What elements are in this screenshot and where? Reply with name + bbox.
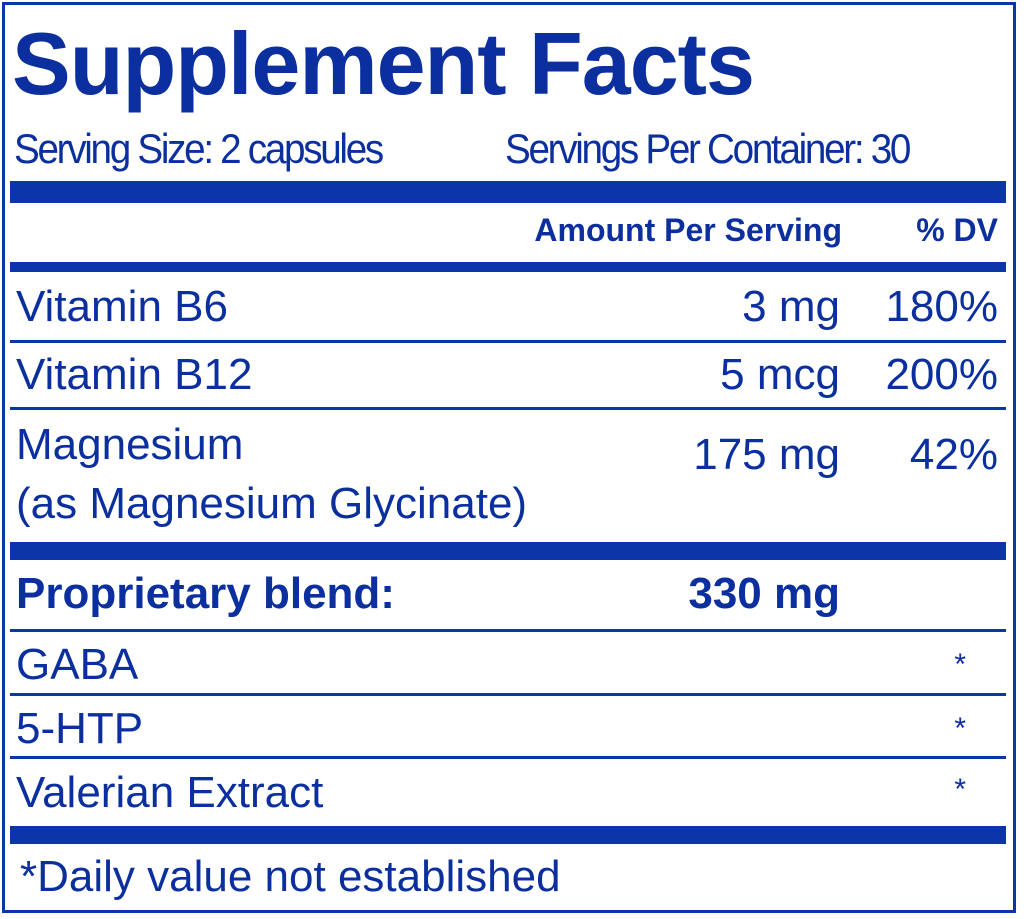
nutrient-dv: 200%: [885, 350, 998, 399]
blend-amount: 330 mg: [688, 569, 840, 618]
blend-item-dv: *: [954, 773, 966, 806]
amount-header: Amount Per Serving: [534, 212, 842, 248]
nutrient-name: Magnesium: [16, 420, 244, 469]
nutrient-source: (as Magnesium Glycinate): [16, 479, 528, 528]
nutrient-dv: 180%: [885, 282, 998, 331]
blend-item-dv: *: [954, 648, 966, 681]
nutrient-name: Vitamin B12: [16, 350, 253, 399]
dv-header: % DV: [916, 212, 998, 248]
thick-divider: [10, 542, 1006, 560]
thin-divider: [10, 407, 1006, 410]
thick-divider: [10, 826, 1006, 844]
thin-divider: [10, 756, 1006, 759]
footnote: *Daily value not established: [20, 852, 561, 901]
thin-divider: [10, 340, 1006, 343]
nutrient-amount: 175 mg: [693, 430, 840, 479]
nutrient-amount: 5 mcg: [720, 350, 840, 399]
blend-item-name: GABA: [16, 640, 139, 689]
serving-size: Serving Size: 2 capsules: [14, 125, 384, 172]
nutrient-dv: 42%: [909, 430, 998, 479]
blend-item-name: 5-HTP: [16, 704, 144, 753]
servings-per-container: Servings Per Container: 30: [505, 125, 911, 172]
medium-divider: [10, 262, 1006, 272]
blend-item-name: Valerian Extract: [16, 768, 324, 817]
thin-divider: [10, 693, 1006, 696]
thick-divider: [10, 181, 1006, 203]
label-title: Supplement Facts: [12, 14, 755, 113]
nutrient-amount: 3 mg: [742, 282, 840, 331]
nutrient-name: Vitamin B6: [16, 282, 228, 331]
blend-item-dv: *: [954, 712, 966, 745]
blend-name: Proprietary blend:: [16, 569, 395, 618]
thin-divider: [10, 629, 1006, 632]
